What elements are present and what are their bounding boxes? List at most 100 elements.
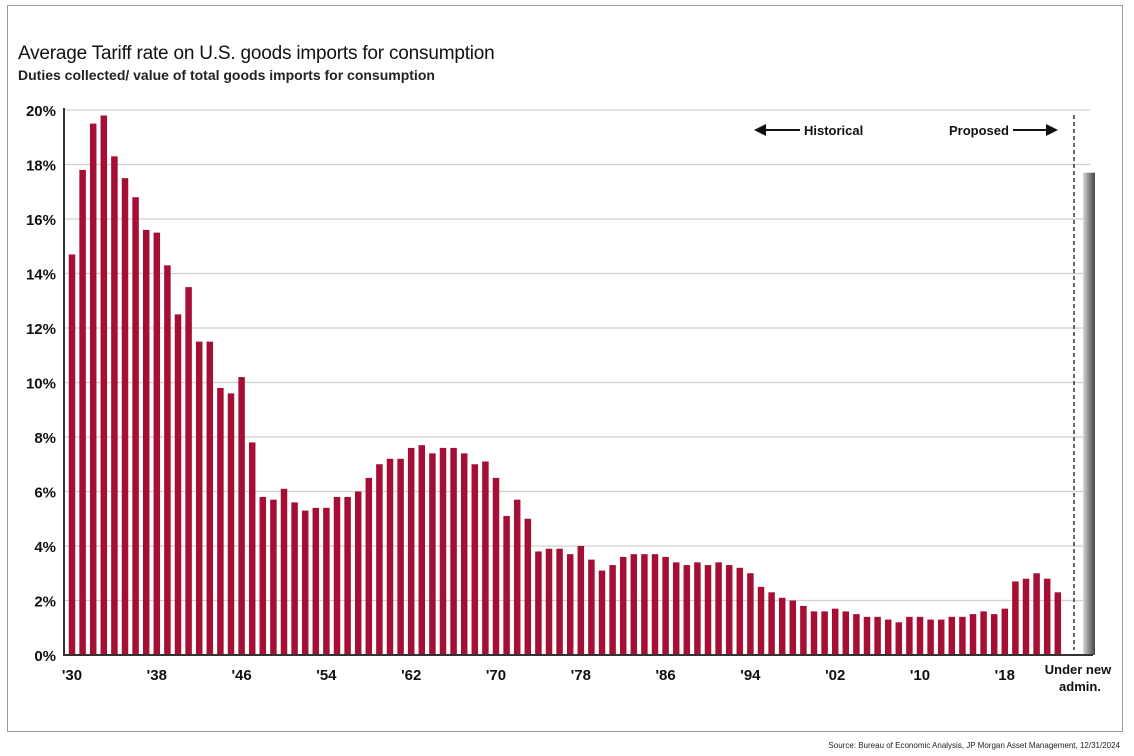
- bar-1990: [704, 565, 712, 655]
- bar-1954: [323, 507, 330, 655]
- bar-1930: [68, 254, 76, 656]
- bar-1989: [694, 562, 701, 655]
- bar-2018: [1001, 608, 1009, 655]
- y-tick-label: 16%: [26, 212, 56, 229]
- bar-1957: [354, 491, 362, 655]
- bar-1981: [609, 565, 616, 655]
- bar-1943: [206, 341, 214, 655]
- bar-1944: [217, 387, 224, 655]
- bar-1968: [471, 464, 479, 655]
- bar-1961: [397, 458, 404, 655]
- bar-1946: [238, 377, 245, 655]
- bar-1994: [747, 573, 754, 655]
- x-tick-label: '46: [231, 667, 251, 684]
- bar-1979: [588, 559, 595, 655]
- bar-1992: [725, 565, 733, 655]
- x-tick-label: '62: [401, 667, 421, 684]
- bar-1940: [174, 314, 182, 655]
- bar-1956: [344, 496, 351, 655]
- bar-1952: [301, 510, 309, 655]
- bar-1934: [111, 156, 118, 655]
- proposed-label: Proposed: [949, 123, 1009, 138]
- bar-1967: [460, 453, 468, 655]
- bar-1938: [153, 232, 161, 655]
- bar-1947: [248, 442, 256, 655]
- bar-2021: [1033, 573, 1040, 655]
- bar-1931: [79, 169, 86, 655]
- bar-1983: [630, 554, 638, 655]
- bar-1955: [333, 496, 341, 655]
- bar-1953: [312, 507, 320, 655]
- bar-proposed: [1083, 172, 1095, 656]
- bar-1984: [641, 554, 648, 655]
- bar-2015: [969, 614, 977, 655]
- bar-1986: [662, 556, 669, 655]
- bar-2022: [1043, 578, 1051, 655]
- bar-1980: [598, 570, 606, 655]
- x-tick-label: '54: [316, 667, 337, 684]
- bar-2012: [937, 619, 945, 655]
- y-tick-label: 2%: [34, 594, 56, 611]
- x-tick-label: '86: [655, 667, 675, 684]
- bar-1933: [100, 115, 108, 655]
- bar-1958: [365, 477, 373, 655]
- x-tick-label: '70: [486, 667, 506, 684]
- bar-1988: [683, 565, 691, 655]
- bar-1991: [715, 562, 722, 655]
- y-tick-label: 0%: [34, 648, 56, 665]
- bar-2014: [959, 616, 966, 655]
- bar-1972: [513, 499, 521, 655]
- bar-1996: [768, 592, 775, 655]
- bar-1966: [450, 447, 457, 655]
- y-tick-label: 8%: [34, 430, 56, 447]
- chart-frame: [7, 5, 1123, 732]
- bar-2011: [927, 619, 934, 655]
- bar-2003: [842, 611, 850, 655]
- y-tick-label: 20%: [26, 103, 56, 120]
- bar-1950: [280, 488, 288, 655]
- y-tick-label: 4%: [34, 539, 56, 556]
- bar-1987: [672, 562, 680, 655]
- bar-1939: [164, 265, 171, 655]
- bar-1976: [556, 548, 563, 655]
- historical-arrow-icon: [754, 124, 800, 136]
- bar-1948: [259, 496, 267, 655]
- bar-1960: [386, 458, 394, 655]
- x-tick-label: '02: [825, 667, 845, 684]
- bar-1977: [566, 554, 574, 655]
- bar-1995: [757, 586, 765, 655]
- bar-2023: [1054, 592, 1062, 655]
- bar-2020: [1022, 578, 1030, 655]
- bar-2017: [990, 614, 998, 655]
- y-tick-label: 18%: [26, 158, 56, 175]
- bar-1935: [121, 178, 129, 655]
- bar-2000: [810, 611, 818, 655]
- bar-1974: [535, 551, 542, 655]
- bar-2019: [1012, 581, 1019, 655]
- y-tick-label: 6%: [34, 485, 56, 502]
- bar-1970: [492, 477, 500, 655]
- bar-1965: [439, 447, 447, 655]
- bar-1985: [651, 554, 659, 655]
- proposed-arrow-icon: [1013, 124, 1058, 136]
- bar-1993: [736, 567, 744, 655]
- bar-2006: [874, 616, 881, 655]
- bar-1959: [376, 464, 383, 655]
- bar-2016: [980, 611, 987, 655]
- bar-1951: [291, 502, 298, 655]
- bar-1978: [577, 546, 585, 655]
- bar-1937: [142, 229, 150, 655]
- bar-1982: [619, 556, 627, 655]
- y-tick-label: 12%: [26, 321, 56, 338]
- source-note: Source: Bureau of Economic Analysis, JP …: [828, 741, 1120, 750]
- bar-1975: [545, 548, 553, 655]
- chart-title: Average Tariff rate on U.S. goods import…: [18, 43, 495, 64]
- bar-1962: [407, 447, 415, 655]
- bar-2008: [895, 622, 903, 655]
- bar-2004: [853, 614, 860, 655]
- x-tick-label: '10: [910, 667, 930, 684]
- proposed-label-line2: admin.: [1059, 679, 1101, 694]
- x-tick-label: '94: [740, 667, 761, 684]
- x-tick-label: '30: [62, 667, 82, 684]
